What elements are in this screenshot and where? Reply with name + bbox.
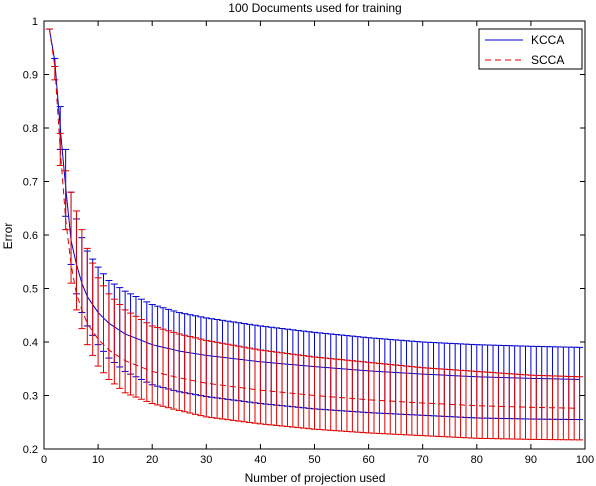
x-tick-label: 70 bbox=[417, 454, 429, 466]
x-axis-label: Number of projection used bbox=[245, 471, 386, 485]
x-tick-label: 40 bbox=[254, 454, 266, 466]
y-tick-label: 1 bbox=[32, 16, 38, 28]
x-tick-label: 30 bbox=[200, 454, 212, 466]
ticks-layer: 0 10 20 30 40 50 60 70 80 90 100 0.2 0.3 0.4 0.5 0.6 0.7… bbox=[23, 16, 594, 466]
x-tick-label: 10 bbox=[92, 454, 104, 466]
x-tick-label: 80 bbox=[471, 454, 483, 466]
legend-label-scca: SCCA bbox=[531, 53, 564, 67]
series-scca bbox=[45, 28, 584, 441]
y-tick-label: 0.8 bbox=[23, 123, 38, 135]
y-tick-label: 0.5 bbox=[23, 284, 38, 296]
y-tick-label: 0.2 bbox=[23, 444, 38, 456]
y-tick-label: 0.4 bbox=[23, 337, 38, 349]
y-tick-label: 0.3 bbox=[23, 391, 38, 403]
y-tick-label: 0.9 bbox=[23, 70, 38, 82]
legend-label-kcca: KCCA bbox=[531, 33, 564, 47]
x-tick-label: 100 bbox=[576, 454, 594, 466]
y-axis-label: Error bbox=[1, 223, 15, 250]
x-tick-label: 60 bbox=[362, 454, 374, 466]
y-tick-label: 0.7 bbox=[23, 177, 38, 189]
series-layer bbox=[45, 28, 584, 441]
x-tick-label: 20 bbox=[146, 454, 158, 466]
x-tick-label: 50 bbox=[308, 454, 320, 466]
x-tick-label: 90 bbox=[525, 454, 537, 466]
chart-title: 100 Documents used for training bbox=[228, 1, 401, 15]
x-tick-label: 0 bbox=[41, 454, 47, 466]
scca-mean-line bbox=[48, 28, 580, 409]
legend-box bbox=[478, 28, 583, 70]
legend: KCCA SCCA bbox=[478, 28, 583, 70]
y-tick-label: 0.6 bbox=[23, 230, 38, 242]
